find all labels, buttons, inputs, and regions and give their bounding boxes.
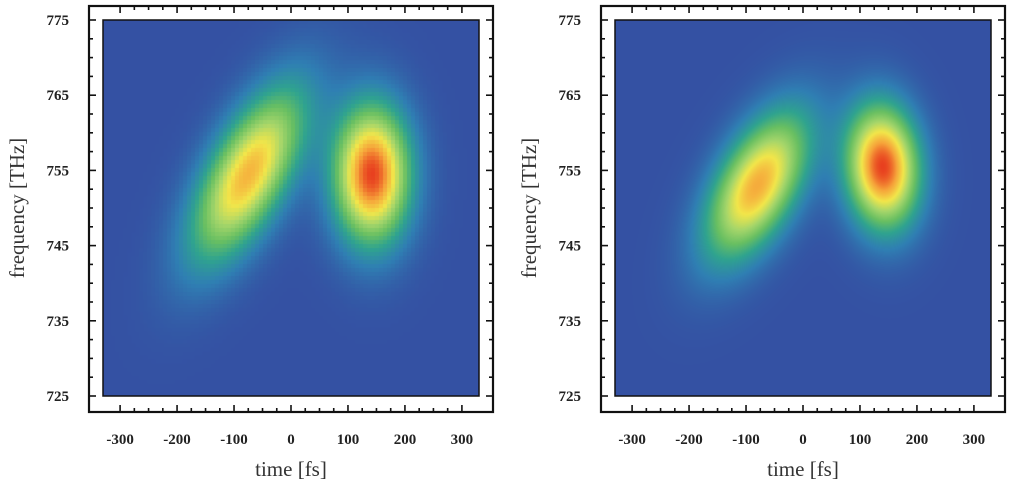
x-tick-label: 100	[849, 432, 872, 448]
x-tick-label: -100	[220, 432, 248, 448]
y-tick-label: 765	[559, 88, 582, 104]
x-axis-title: time [fs]	[255, 457, 327, 481]
heatmap-image	[615, 20, 991, 396]
heatmap-image	[103, 20, 479, 396]
plot-area-border	[102, 19, 480, 397]
x-tick-label: -100	[732, 432, 760, 448]
y-tick-label: 775	[559, 13, 582, 29]
y-tick-label: 735	[559, 314, 582, 330]
plot-area-border	[614, 19, 992, 397]
x-tick-label: 200	[394, 432, 417, 448]
y-tick-label: 745	[47, 239, 70, 255]
y-tick-label: 745	[559, 239, 582, 255]
x-tick-label: 200	[906, 432, 929, 448]
x-tick-label: -300	[618, 432, 646, 448]
y-tick-label: 775	[47, 13, 70, 29]
x-tick-label: 0	[799, 432, 807, 448]
x-axis-title: time [fs]	[767, 457, 839, 481]
spectrogram-panel-left: -300 -200 -100 0 100 200 300 725 735 745 755 765 775…	[5, 4, 495, 481]
x-tick-label: 300	[451, 432, 474, 448]
x-tick-label: -200	[675, 432, 703, 448]
x-tick-label: 300	[963, 432, 986, 448]
y-tick-label: 725	[47, 389, 70, 405]
y-tick-label: 735	[47, 314, 70, 330]
spectrogram-svg: -300 -200 -100 0 100 200 300 725 735 745 755 765 775…	[5, 4, 495, 481]
y-tick-label: 765	[47, 88, 70, 104]
x-tick-label: -300	[106, 432, 134, 448]
x-tick-label: 100	[337, 432, 360, 448]
spectrogram-svg: -300 -200 -100 0 100 200 300 725 735 745 755 765 775…	[517, 4, 1007, 481]
y-tick-label: 725	[559, 389, 582, 405]
y-axis-title: frequency [THz]	[517, 138, 541, 279]
x-tick-label: -200	[163, 432, 191, 448]
y-tick-label: 755	[559, 163, 582, 179]
y-tick-label: 755	[47, 163, 70, 179]
spectrogram-panel-right: -300 -200 -100 0 100 200 300 725 735 745 755 765 775…	[512, 0, 1024, 490]
y-axis-title: frequency [THz]	[5, 138, 29, 279]
x-tick-label: 0	[287, 432, 295, 448]
